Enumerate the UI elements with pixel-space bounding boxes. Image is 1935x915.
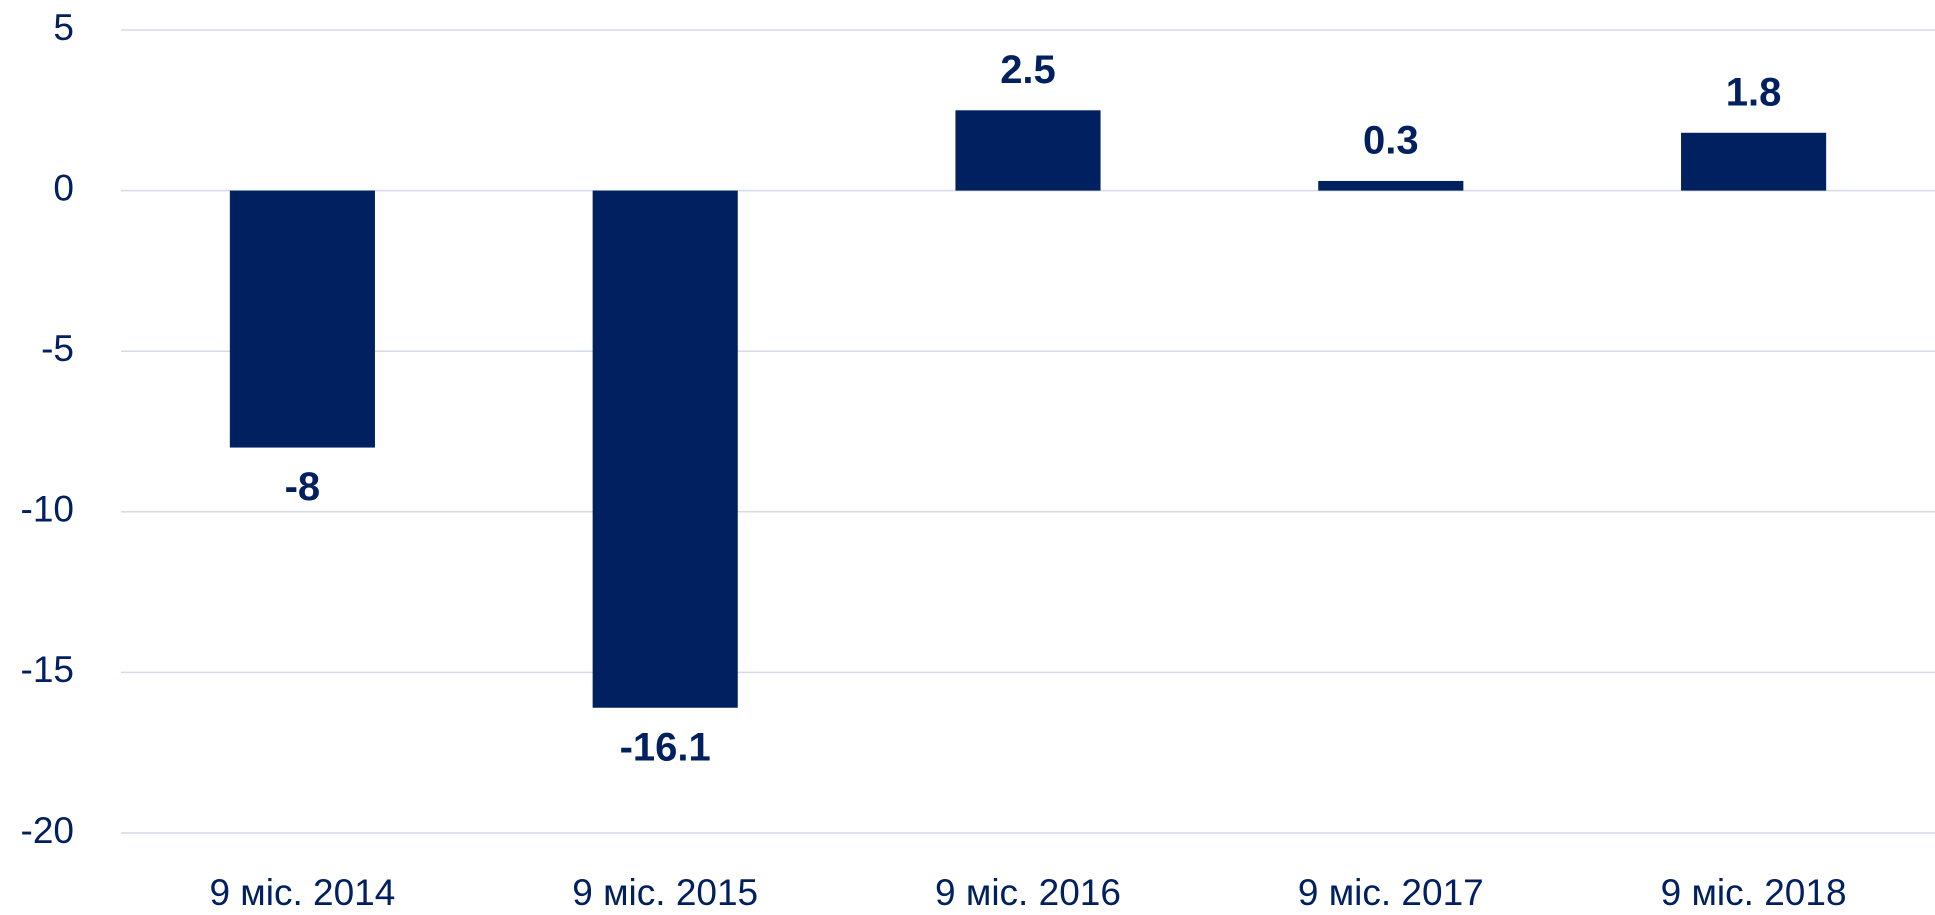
x-tick-label: 9 міс. 2014 (209, 872, 395, 913)
y-tick-label: -10 (21, 489, 74, 530)
data-label: 2.5 (1000, 48, 1056, 92)
x-tick-label: 9 міс. 2017 (1298, 872, 1484, 913)
bar (1681, 132, 1827, 191)
bar (955, 110, 1101, 191)
y-tick-label: -20 (21, 810, 74, 851)
data-label: 1.8 (1726, 70, 1782, 114)
data-label: 0.3 (1363, 119, 1419, 163)
y-tick-label: 5 (53, 7, 74, 48)
bar (592, 190, 738, 708)
x-tick-label: 9 міс. 2016 (935, 872, 1121, 913)
x-tick-label: 9 міс. 2018 (1661, 872, 1847, 913)
x-tick-label: 9 міс. 2015 (572, 872, 758, 913)
bar (229, 190, 375, 448)
data-label: -8 (285, 465, 321, 509)
data-label: -16.1 (620, 725, 711, 769)
y-tick-label: -15 (21, 649, 74, 690)
y-tick-label: 0 (53, 167, 74, 208)
y-tick-label: -5 (41, 328, 74, 369)
bar (1318, 180, 1464, 191)
